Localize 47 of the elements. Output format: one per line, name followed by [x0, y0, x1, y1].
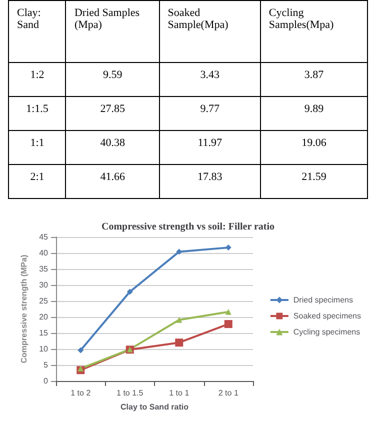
y-tick-label: 40 [39, 248, 49, 258]
x-tick-label: 1 to 1.5 [116, 388, 144, 398]
category-label: 1:1.5 [8, 96, 66, 130]
x-tick-label: 2 to 1 [218, 388, 239, 398]
data-label: 41.66 [66, 164, 160, 198]
x-tick-label: 1 to 1 [169, 388, 190, 398]
y-tick-label: 20 [39, 312, 49, 322]
text: Soaked Sample(Mpa) [159, 0, 260, 62]
category-label: 1:1 [8, 130, 66, 164]
data-label: 9.89 [260, 96, 368, 130]
point [224, 320, 232, 328]
point [176, 316, 182, 323]
y-tick-label: 0 [44, 376, 49, 386]
data-label: 9.77 [159, 96, 260, 130]
data-label: 40.38 [66, 130, 160, 164]
legend-label: Dried specimens [293, 296, 353, 304]
data-label: 27.85 [66, 96, 160, 130]
y-tick-label: 45 [39, 232, 49, 242]
y-tick-label: 5 [44, 360, 49, 370]
category-label: 2:1 [8, 164, 66, 198]
data-label: 17.83 [159, 164, 260, 198]
data-label: 3.43 [159, 62, 260, 96]
y-tick-label: 15 [39, 328, 49, 338]
y-tick-label: 10 [39, 344, 49, 354]
data-label: 3.87 [260, 62, 368, 96]
point [225, 308, 232, 315]
x-tick-label: 1 to 2 [70, 388, 92, 398]
text: Dried Samples (Mpa) [66, 0, 160, 62]
y-axis-title: Compressive strength (MPa) [20, 254, 28, 364]
point [175, 338, 184, 347]
y-tick-label: 25 [39, 296, 49, 306]
chart-title: Compressive strength vs soil: Filler ratio [101, 222, 275, 232]
point [126, 288, 133, 295]
point [78, 347, 84, 354]
legend-label: Soaked specimens [293, 312, 361, 320]
data-label: 19.06 [260, 130, 368, 164]
category-label: 1:2 [8, 62, 66, 96]
point [78, 366, 84, 372]
data-label: 9.59 [66, 62, 160, 96]
text: Cycling Samples(Mpa) [260, 0, 368, 62]
text: Clay: Sand [8, 0, 66, 62]
x-axis-title: Clay to Sand ratio [120, 402, 189, 412]
y-tick-label: 30 [39, 280, 49, 290]
data-label: 21.59 [260, 164, 368, 198]
y-tick-label: 35 [39, 264, 49, 274]
data-label: 11.97 [159, 130, 260, 164]
legend-label: Cycling specimens [293, 328, 360, 336]
